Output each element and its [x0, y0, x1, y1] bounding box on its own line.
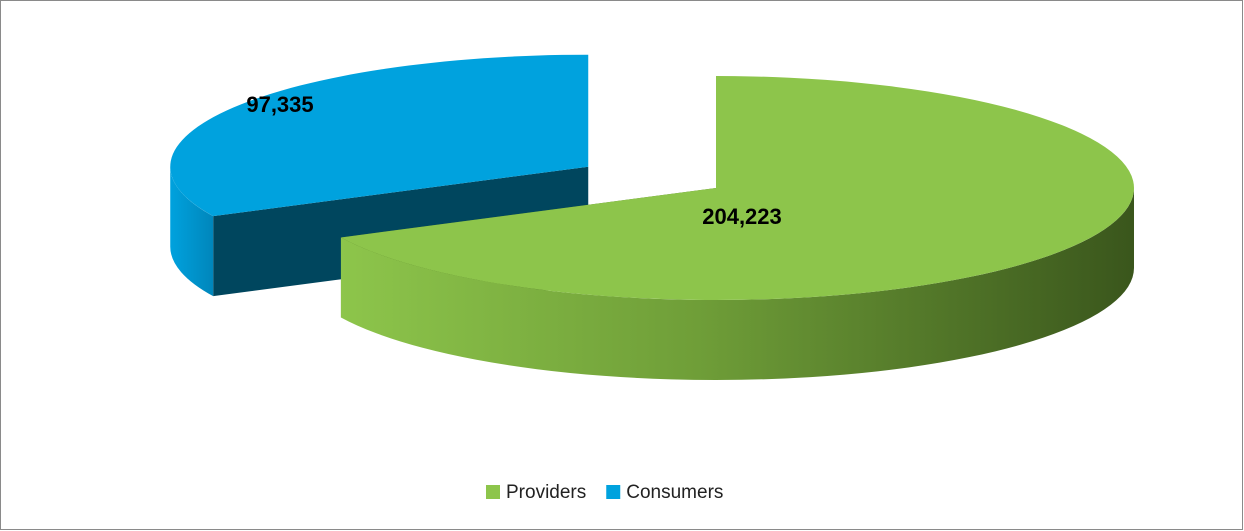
legend-swatch — [606, 485, 621, 499]
legend-label: Providers — [506, 482, 586, 503]
slice-side — [340, 188, 1135, 380]
data-label: 204,223 — [702, 204, 782, 229]
plot-area: 204,223 97,335 — [170, 54, 1135, 380]
slice — [340, 76, 1134, 301]
legend-swatch — [486, 485, 500, 499]
data-label: 97,335 — [246, 92, 313, 117]
slice-side — [170, 166, 214, 297]
legend-label: Consumers — [626, 482, 723, 503]
slice — [170, 54, 589, 217]
legend: Providers Consumers — [486, 482, 723, 503]
